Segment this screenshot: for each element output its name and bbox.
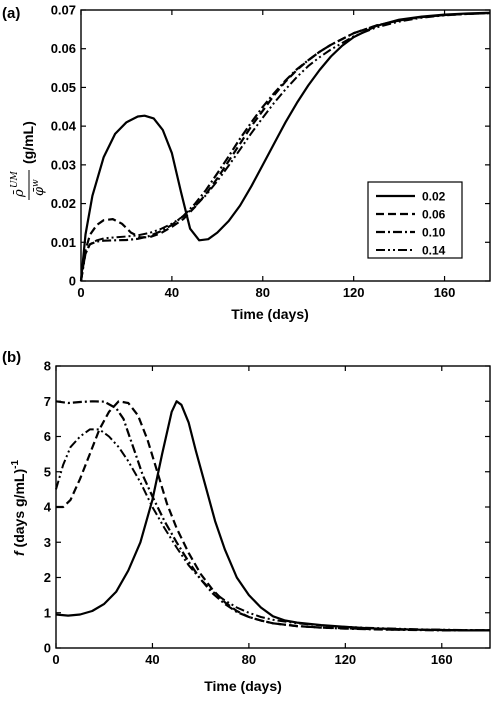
x-tick-label: 0: [52, 652, 59, 667]
panel-a-x-axis-label: Time (days): [231, 306, 309, 322]
series-line-0.14: [55, 428, 491, 632]
x-tick-label: 160: [431, 652, 453, 667]
x-tick-label: 80: [256, 285, 270, 300]
y-tick-label: 0.06: [51, 41, 76, 56]
panel-a-y-axis-label: ρ̄ UM φ̄ w (g/mL): [10, 121, 47, 200]
series-line-0.06: [56, 400, 490, 632]
series-line-0.06: [79, 12, 491, 282]
legend-label-0.02: 0.02: [422, 190, 446, 204]
panel-b-chart: (b) 0 40 80 120 160 0 1 2 3 4 5 6 7 8 Time (days) f …: [2, 349, 491, 694]
panel-a-label: (a): [2, 5, 20, 22]
series-line-0.10: [79, 12, 491, 282]
y-tick-label: 0.02: [51, 196, 76, 211]
x-tick-label: 120: [343, 285, 365, 300]
y-tick-label: 7: [44, 394, 51, 409]
y-fraction-symbol: ρ̄ UM φ̄ w: [10, 170, 47, 200]
y-unit-label: (g/mL): [20, 121, 36, 164]
y-tick-label: 0: [69, 274, 76, 289]
panel-a-chart: (a) 0 40 80 120 160 0 0.01 0.02 0.03 0.04 0.05 0.0…: [2, 3, 491, 322]
y-tick-label: 0.07: [51, 3, 76, 18]
svg-text:ρ̄: ρ̄: [12, 189, 27, 198]
y-tick-label: 5: [44, 464, 51, 479]
series-line-0.02: [55, 400, 490, 632]
legend-label-0.14: 0.14: [422, 244, 446, 258]
y-tick-label: 0.04: [51, 119, 77, 134]
panel-a-series: [79, 11, 491, 282]
legend-label-0.06: 0.06: [422, 208, 446, 222]
y-tick-label: 8: [44, 359, 51, 374]
panel-b-label: (b): [2, 349, 21, 366]
series-line-0.14: [80, 12, 491, 282]
panel-b-x-ticks: 0 40 80 120 160: [52, 366, 453, 667]
y-tick-label: 2: [44, 570, 51, 585]
panel-a-x-ticks: 0 40 80 120 160: [77, 10, 455, 300]
panel-b-y-axis-label: f (days g/mL)-1: [10, 460, 27, 556]
x-tick-label: 40: [165, 285, 179, 300]
svg-text:f (days g/mL)-1: f (days g/mL)-1: [10, 460, 27, 556]
series-line-0.10: [55, 400, 490, 632]
panel-b-y-ticks: 0 1 2 3 4 5 6 7 8: [44, 359, 490, 656]
panel-b-frame: [55, 365, 491, 649]
svg-text:φ̄: φ̄: [32, 186, 47, 196]
panel-a-frame: [80, 9, 491, 282]
y-tick-label: 1: [44, 605, 51, 620]
y-f-symbol: f: [11, 550, 27, 556]
svg-text:w: w: [31, 179, 41, 187]
y-tick-label: 0: [44, 641, 51, 656]
y-tick-label: 0.01: [51, 235, 76, 250]
y-tick-label: 0.05: [51, 80, 76, 95]
legend-label-0.10: 0.10: [422, 226, 446, 240]
panel-b-series: [55, 400, 491, 632]
y-tick-label: 3: [44, 535, 51, 550]
x-tick-label: 80: [242, 652, 256, 667]
panel-b-x-axis-label: Time (days): [204, 678, 282, 694]
y-tick-label: 0.03: [51, 157, 76, 172]
x-tick-label: 160: [434, 285, 456, 300]
legend-box: [367, 181, 463, 259]
x-tick-label: 120: [334, 652, 356, 667]
y-tick-label: 4: [44, 500, 52, 515]
svg-text:UM: UM: [10, 170, 20, 188]
y-unit-label: (days g/mL): [11, 469, 27, 551]
x-tick-label: 40: [145, 652, 159, 667]
panel-a-y-ticks: 0 0.01 0.02 0.03 0.04 0.05 0.06 0.07: [51, 3, 490, 289]
y-unit-exponent: -1: [10, 460, 21, 469]
legend: 0.02 0.06 0.10 0.14: [367, 181, 463, 259]
x-tick-label: 0: [77, 285, 84, 300]
y-tick-label: 6: [44, 429, 51, 444]
